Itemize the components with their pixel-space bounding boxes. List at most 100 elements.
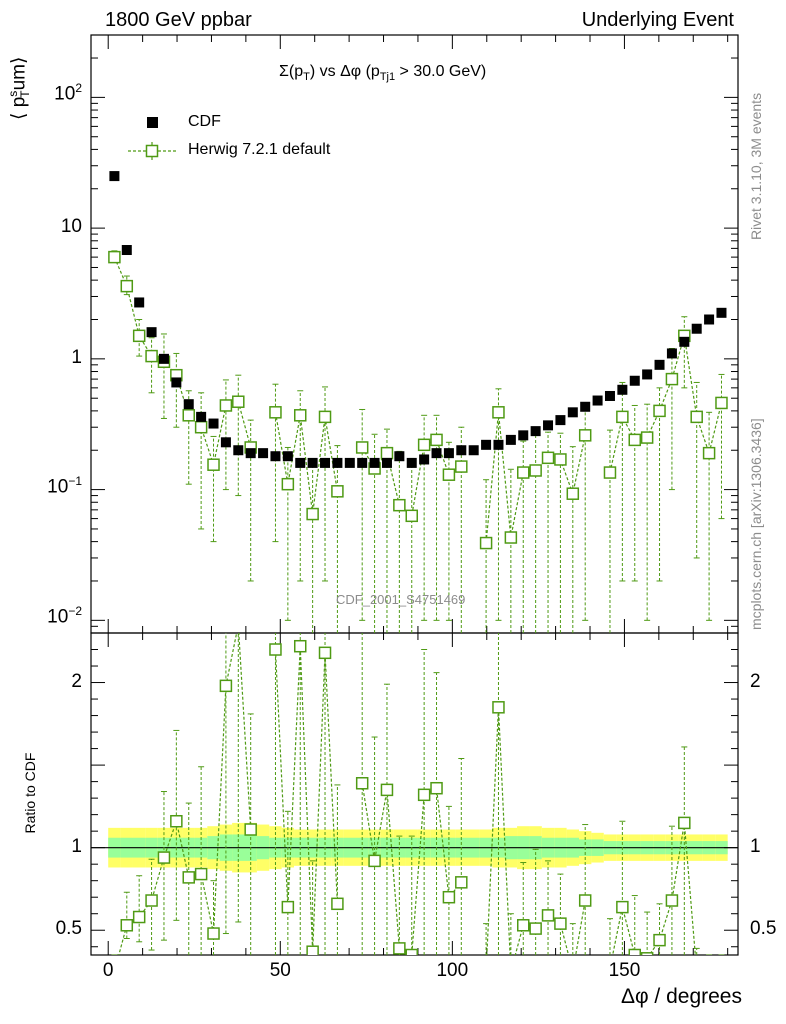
ratio-y-tick-label-right: 0.5	[750, 918, 777, 940]
herwig-main-point	[517, 466, 530, 479]
cdf-data-point	[530, 426, 541, 437]
herwig-ratio-point	[157, 851, 171, 864]
plot-title: Σ(pT) vs Δφ (pTj1 > 30.0 GeV)	[279, 63, 487, 84]
cdf-data-point	[357, 457, 368, 468]
cdf-data-point	[295, 457, 306, 468]
cdf-data-point	[505, 434, 516, 445]
cdf-data-point	[679, 336, 690, 347]
herwig-ratio-point	[678, 816, 691, 830]
ratio-y-tick-label-right: 2	[750, 670, 761, 692]
herwig-main-point	[219, 399, 233, 412]
x-axis-label: Δφ / degrees	[620, 985, 742, 1008]
herwig-main-point	[269, 406, 282, 419]
herwig-main-point	[405, 509, 418, 523]
herwig-main-point	[702, 446, 716, 460]
main-y-tick-label: 10−2	[47, 604, 82, 628]
herwig-ratio-point	[653, 933, 666, 947]
herwig-main-point	[145, 349, 158, 363]
herwig-ratio-point	[665, 894, 679, 907]
main-y-tick-label: 10	[60, 216, 82, 238]
cdf-data-point	[381, 457, 392, 468]
herwig-main-point	[108, 250, 121, 264]
herwig-ratio-point	[529, 922, 542, 935]
herwig-ratio-line	[486, 707, 586, 955]
ratio-y-tick-label-left: 0.5	[55, 918, 82, 940]
herwig-ratio-point	[293, 639, 307, 653]
cdf-data-point	[109, 171, 120, 182]
herwig-main-point	[207, 458, 220, 471]
cdf-data-point	[121, 245, 132, 256]
herwig-ratio-point	[194, 867, 208, 881]
herwig-ratio-point	[306, 945, 319, 955]
main-y-tick-label: 10−1	[47, 473, 82, 497]
cdf-data-point	[617, 384, 628, 395]
herwig-main-point	[504, 531, 518, 544]
cdf-data-point	[691, 323, 702, 334]
plot-frames	[90, 34, 739, 956]
cdf-data-point	[307, 457, 318, 468]
cdf-data-point	[419, 454, 430, 465]
herwig-ratio-point	[269, 643, 282, 656]
cdf-data-point	[245, 448, 256, 459]
herwig-main-point	[293, 409, 307, 422]
herwig-main-line	[274, 412, 339, 515]
cdf-data-point	[543, 420, 554, 431]
herwig-ratio-point	[120, 919, 134, 932]
herwig-ratio-point	[405, 948, 418, 955]
legend-herwig-marker	[145, 144, 159, 158]
axis-ticks	[91, 34, 738, 955]
cdf-data-point	[468, 445, 479, 456]
herwig-ratio-point	[640, 952, 654, 955]
herwig-main-point	[603, 466, 617, 479]
cdf-data-point	[183, 399, 194, 410]
herwig-ratio-point	[554, 917, 567, 930]
cdf-data-point	[443, 448, 454, 459]
herwig-ratio-point	[578, 894, 592, 907]
herwig-ratio-point	[244, 823, 257, 836]
herwig-main-point	[182, 409, 195, 422]
cdf-data-point	[406, 457, 417, 468]
herwig-ratio-point	[182, 871, 195, 884]
herwig-main-point	[541, 451, 555, 465]
herwig-ratio-point	[455, 876, 468, 889]
x-tick-label: 100	[436, 960, 469, 981]
analysis-watermark: CDF_2001_S4751469	[336, 592, 466, 607]
main-cdf-series	[109, 171, 727, 468]
herwig-main-point	[554, 453, 567, 466]
cdf-data-point	[146, 327, 157, 338]
herwig-main-point	[566, 487, 580, 500]
cdf-data-point	[666, 348, 677, 359]
cdf-data-point	[629, 375, 640, 386]
legend	[128, 117, 176, 160]
cdf-data-point	[493, 439, 504, 450]
herwig-ratio-point	[628, 948, 642, 955]
cdf-data-point	[344, 457, 355, 468]
main-y-axis-label: ⟨ psTum⟩	[6, 56, 33, 120]
herwig-main-point	[132, 329, 146, 343]
main-y-tick-label: 1	[71, 346, 82, 368]
cdf-data-point	[567, 407, 578, 418]
herwig-main-line	[113, 256, 252, 468]
herwig-main-point	[665, 372, 679, 386]
herwig-ratio-point	[170, 814, 183, 828]
herwig-ratio-point	[219, 679, 233, 693]
herwig-ratio-point	[430, 781, 443, 795]
herwig-main-point	[653, 404, 666, 418]
herwig-main-point	[232, 395, 245, 408]
herwig-main-line	[609, 335, 723, 473]
herwig-main-point	[430, 433, 443, 447]
cdf-data-point	[282, 451, 293, 462]
herwig-main-point	[690, 410, 703, 424]
cdf-data-point	[208, 418, 219, 429]
herwig-ratio-point	[132, 910, 146, 924]
cdf-data-point	[258, 448, 269, 459]
legend-herwig-label: Herwig 7.2.1 default	[188, 141, 331, 158]
herwig-main-point	[616, 410, 629, 424]
herwig-main-point	[442, 468, 456, 481]
header-right-label: Underlying Event	[581, 9, 734, 31]
herwig-main-point	[194, 420, 208, 434]
cdf-data-point	[233, 445, 244, 456]
herwig-ratio-line	[612, 822, 696, 955]
cdf-data-point	[431, 448, 442, 459]
herwig-ratio-point	[355, 777, 369, 790]
